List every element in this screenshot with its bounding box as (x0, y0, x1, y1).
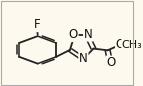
Text: O: O (116, 38, 125, 51)
Text: CH₃: CH₃ (122, 40, 143, 50)
Text: O: O (106, 56, 116, 69)
Text: O: O (69, 28, 78, 41)
Text: F: F (34, 18, 40, 31)
Text: N: N (79, 52, 88, 65)
Text: N: N (84, 28, 93, 41)
